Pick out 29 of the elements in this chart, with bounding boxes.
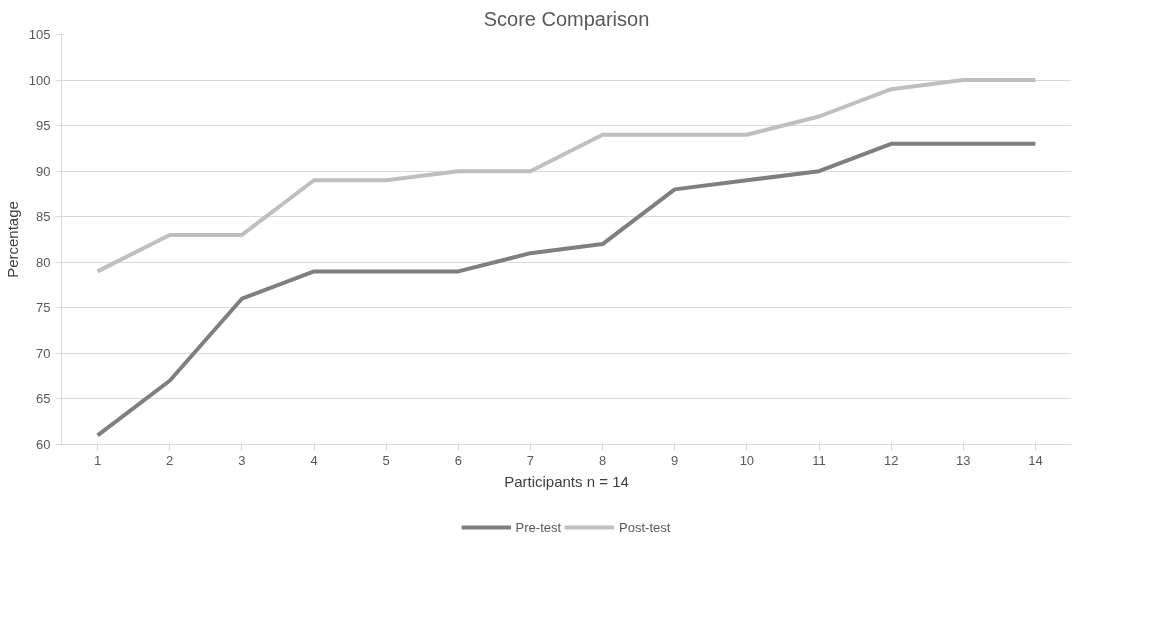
x-tick-label: 9 <box>671 452 679 468</box>
y-tick-label: 90 <box>36 163 51 179</box>
x-tick-label: 5 <box>382 452 390 468</box>
chart-title: Score Comparison <box>483 7 650 30</box>
y-tick-label: 60 <box>36 437 51 452</box>
x-tick-label: 10 <box>739 452 755 468</box>
y-tick-label: 70 <box>36 345 51 361</box>
y-tick-label: 85 <box>36 209 51 225</box>
y-axis-title: Percentage <box>3 201 21 278</box>
x-tick-label: 7 <box>526 452 535 468</box>
x-tick-label: 8 <box>598 452 607 468</box>
x-tick-label: 4 <box>310 452 318 468</box>
y-tick-label: 100 <box>28 72 51 88</box>
x-tick-label: 1 <box>93 452 102 468</box>
legend-label: Post-test <box>619 519 671 535</box>
x-tick-label: 6 <box>454 452 462 468</box>
x-tick-label: 2 <box>166 452 174 468</box>
x-tick-label: 3 <box>238 452 246 468</box>
x-tick-label: 13 <box>956 452 971 468</box>
y-tick-label: 75 <box>36 300 51 316</box>
legend-label: Pre-test <box>515 519 562 535</box>
x-tick-label: 12 <box>883 452 899 468</box>
x-axis-title: Participants n = 14 <box>504 472 629 490</box>
y-tick-label: 105 <box>28 27 51 42</box>
y-tick-label: 80 <box>36 254 51 270</box>
x-tick-label: 14 <box>1028 452 1043 468</box>
y-tick-label: 65 <box>36 391 51 407</box>
x-tick-label: 11 <box>812 452 826 468</box>
y-tick-label: 95 <box>36 118 51 134</box>
